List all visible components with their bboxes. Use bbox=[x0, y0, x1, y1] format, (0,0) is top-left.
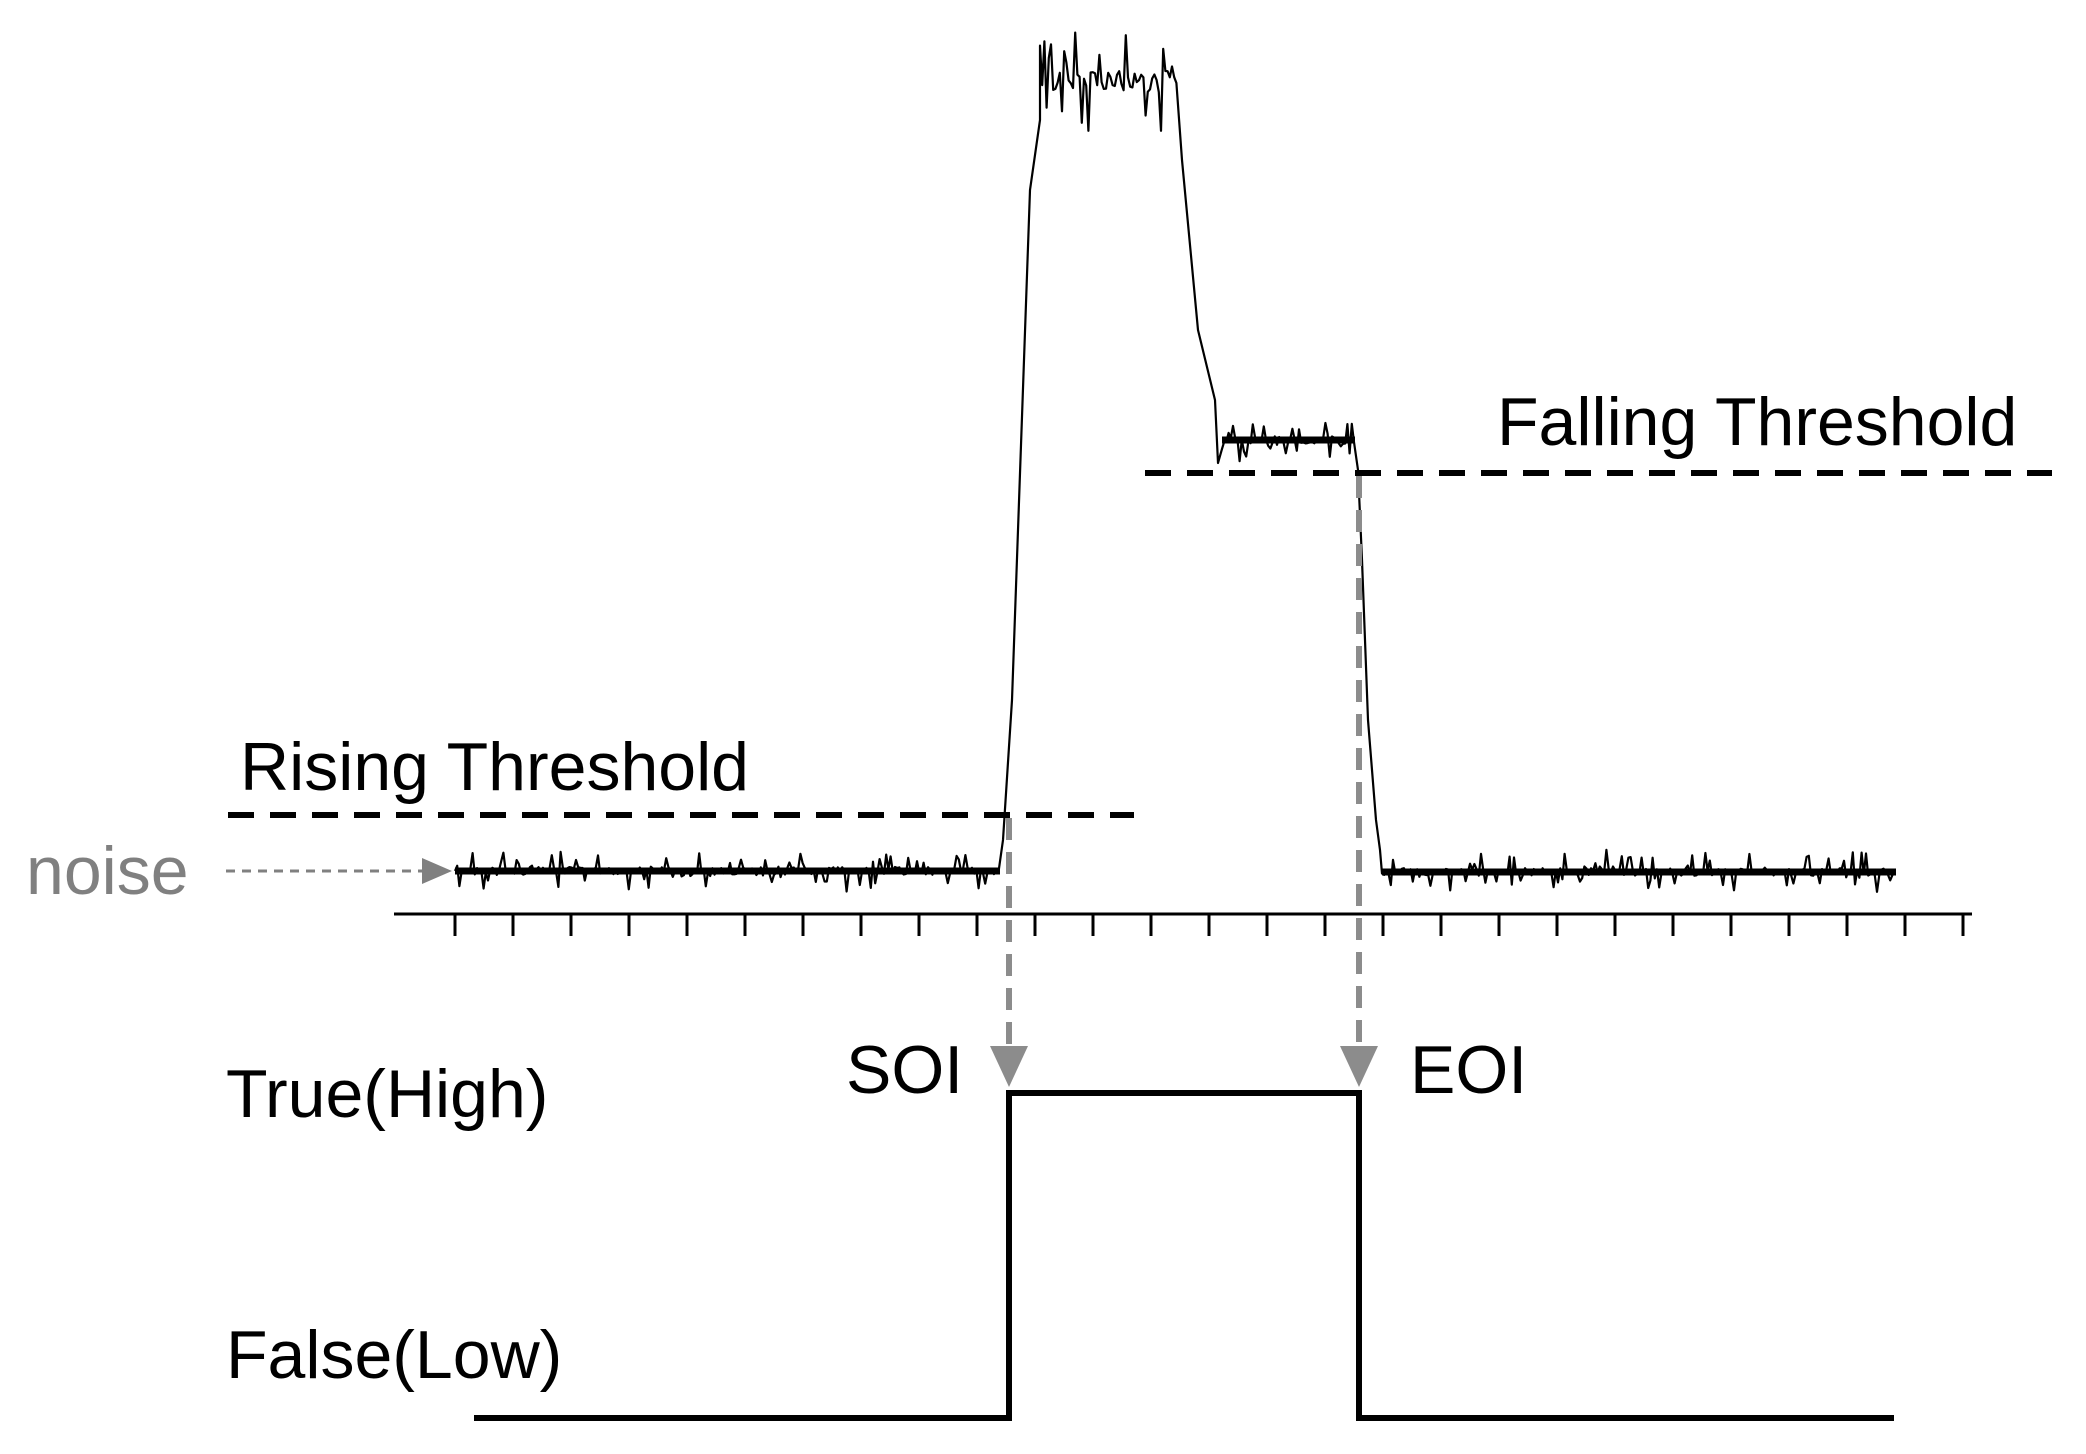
false-low-label: False(Low) bbox=[226, 1317, 562, 1393]
axis-ticks bbox=[453, 914, 1965, 936]
true-high-label: True(High) bbox=[226, 1056, 548, 1132]
time-axis bbox=[394, 912, 1972, 936]
noise-label: noise bbox=[26, 833, 189, 909]
soi-arrow-head bbox=[990, 1046, 1028, 1087]
eoi-arrow bbox=[1340, 476, 1378, 1087]
eoi-arrow-head bbox=[1340, 1046, 1378, 1087]
signal-waveform bbox=[453, 31, 1896, 893]
rising-threshold-label: Rising Threshold bbox=[240, 729, 749, 805]
noise-arrow bbox=[226, 858, 452, 884]
soi-label: SOI bbox=[846, 1032, 963, 1108]
output-pulse bbox=[474, 1090, 1894, 1421]
soi-arrow bbox=[990, 818, 1028, 1087]
eoi-label: EOI bbox=[1410, 1032, 1527, 1108]
noise-arrow-head bbox=[422, 858, 452, 884]
falling-threshold-label: Falling Threshold bbox=[1497, 384, 2017, 460]
